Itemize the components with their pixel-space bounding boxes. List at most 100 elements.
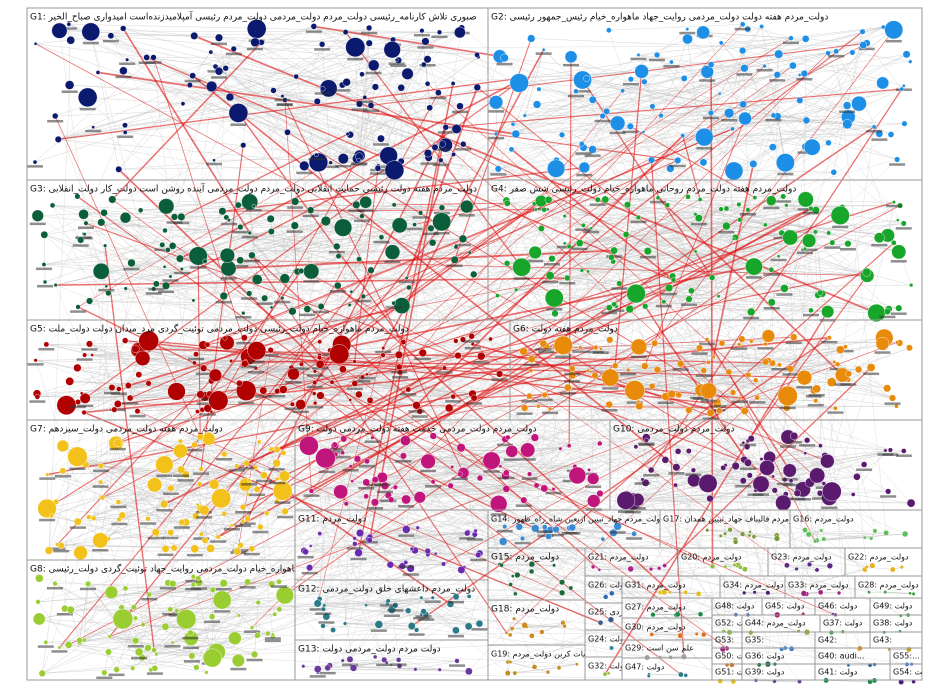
edge <box>154 484 196 549</box>
node-label <box>571 247 588 251</box>
node <box>248 251 256 259</box>
node <box>432 212 452 232</box>
node <box>97 218 106 227</box>
node-label <box>162 279 179 282</box>
node <box>453 338 459 344</box>
node <box>887 131 895 138</box>
node-label <box>420 469 437 473</box>
node-label <box>523 363 540 367</box>
node <box>45 472 50 477</box>
node <box>134 408 141 415</box>
node-label <box>629 507 646 510</box>
edge <box>192 75 677 468</box>
node-label <box>269 394 286 398</box>
node <box>430 595 435 600</box>
node <box>514 571 521 579</box>
edge <box>129 159 678 399</box>
node-label <box>413 33 430 37</box>
edge <box>506 200 713 278</box>
node <box>716 294 721 299</box>
edge <box>408 610 875 665</box>
node-label <box>196 402 213 405</box>
edge <box>194 548 334 631</box>
node-label <box>248 360 265 364</box>
node-label <box>634 482 651 485</box>
node-label <box>269 481 286 485</box>
node <box>107 634 112 639</box>
edge <box>217 370 532 538</box>
node <box>81 409 87 416</box>
node <box>545 669 551 675</box>
node <box>322 603 327 608</box>
node-label <box>643 474 660 477</box>
node <box>409 546 415 552</box>
node <box>460 141 467 148</box>
node-label <box>129 414 146 418</box>
node <box>826 335 832 341</box>
node <box>832 360 837 364</box>
node <box>864 565 869 570</box>
edge <box>102 497 736 543</box>
node-label <box>491 378 508 381</box>
node <box>35 599 41 605</box>
edge <box>146 56 674 281</box>
edge <box>804 529 872 539</box>
node <box>319 41 326 48</box>
node <box>442 124 449 131</box>
edge <box>69 84 126 133</box>
node-label <box>230 123 247 126</box>
node-label <box>622 130 639 134</box>
node-label <box>584 154 601 157</box>
node <box>819 528 824 533</box>
edge <box>742 24 792 39</box>
node <box>475 551 482 558</box>
edge <box>273 46 356 91</box>
edge <box>405 365 645 563</box>
node <box>808 206 814 212</box>
edge <box>214 158 358 161</box>
node <box>77 87 98 108</box>
node <box>356 157 361 163</box>
edge <box>785 45 864 163</box>
node-label <box>513 277 530 280</box>
node <box>494 165 502 173</box>
node <box>284 128 291 136</box>
node-label <box>306 385 323 389</box>
edge <box>282 56 479 97</box>
edge <box>83 233 648 252</box>
node <box>413 491 426 504</box>
node <box>374 620 384 629</box>
node <box>724 108 735 119</box>
edge <box>720 535 736 540</box>
node <box>578 345 583 350</box>
node <box>52 581 58 587</box>
node <box>624 201 631 209</box>
edge <box>261 42 478 56</box>
node <box>135 350 151 366</box>
node <box>115 499 122 505</box>
edge <box>473 159 898 275</box>
node <box>694 632 699 636</box>
node-label <box>797 151 814 154</box>
node-label <box>415 615 432 618</box>
node-label <box>249 493 266 497</box>
edge <box>652 65 765 107</box>
node <box>499 562 504 568</box>
node-label <box>789 497 806 501</box>
node <box>381 346 386 350</box>
node <box>850 492 856 497</box>
group-label: G36: دولت <box>745 652 785 661</box>
edge <box>733 238 805 594</box>
node <box>465 667 473 676</box>
node-label <box>402 573 419 576</box>
node-label <box>780 445 797 448</box>
node-label <box>657 401 674 405</box>
node <box>122 130 128 135</box>
node <box>738 111 752 126</box>
node <box>339 365 347 374</box>
edge <box>44 86 376 235</box>
edge <box>181 133 348 218</box>
node <box>206 80 218 93</box>
node <box>306 564 314 572</box>
edge <box>41 96 231 674</box>
